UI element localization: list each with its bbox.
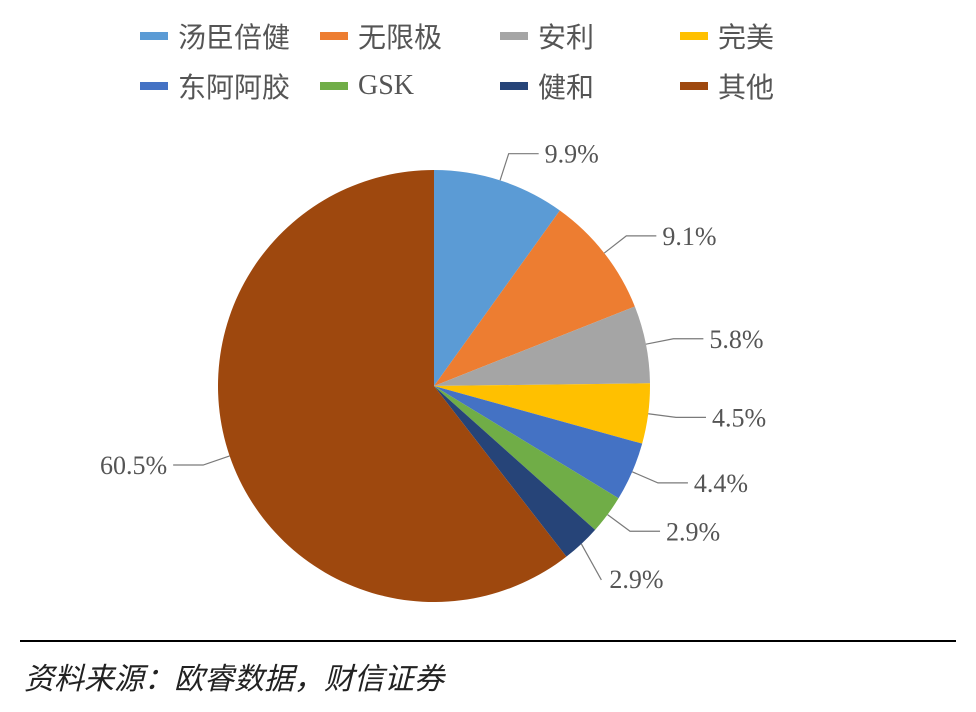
leader-line (646, 339, 703, 344)
leader-line (581, 544, 601, 580)
slice-label: 60.5% (100, 451, 167, 480)
leader-line (173, 456, 229, 465)
leader-line (648, 414, 706, 418)
pie-chart: 9.9% 9.1% 5.8% 4.5% 4.4% 2.9%2.9% 60.5% (0, 0, 976, 642)
slice-label: 4.4% (694, 469, 748, 498)
slice-label: 2.9% (609, 565, 663, 594)
source-line: 资料来源：欧睿数据，财信证券 (24, 654, 444, 698)
chart-area: 汤臣倍健无限极安利完美东阿阿胶GSK健和其他 9.9%9.1%5.8%4.5%4… (0, 0, 976, 642)
slice-label: 9.1% (662, 222, 716, 251)
leader-line (604, 236, 656, 253)
leader-line (500, 154, 539, 181)
divider-rule (20, 640, 956, 642)
leader-line (632, 472, 688, 483)
slice-label: 9.9% (545, 140, 599, 169)
slice-label: 2.9% (666, 517, 720, 546)
slice-label: 5.8% (709, 325, 763, 354)
slice-label: 4.5% (712, 403, 766, 432)
leader-line (608, 515, 660, 532)
